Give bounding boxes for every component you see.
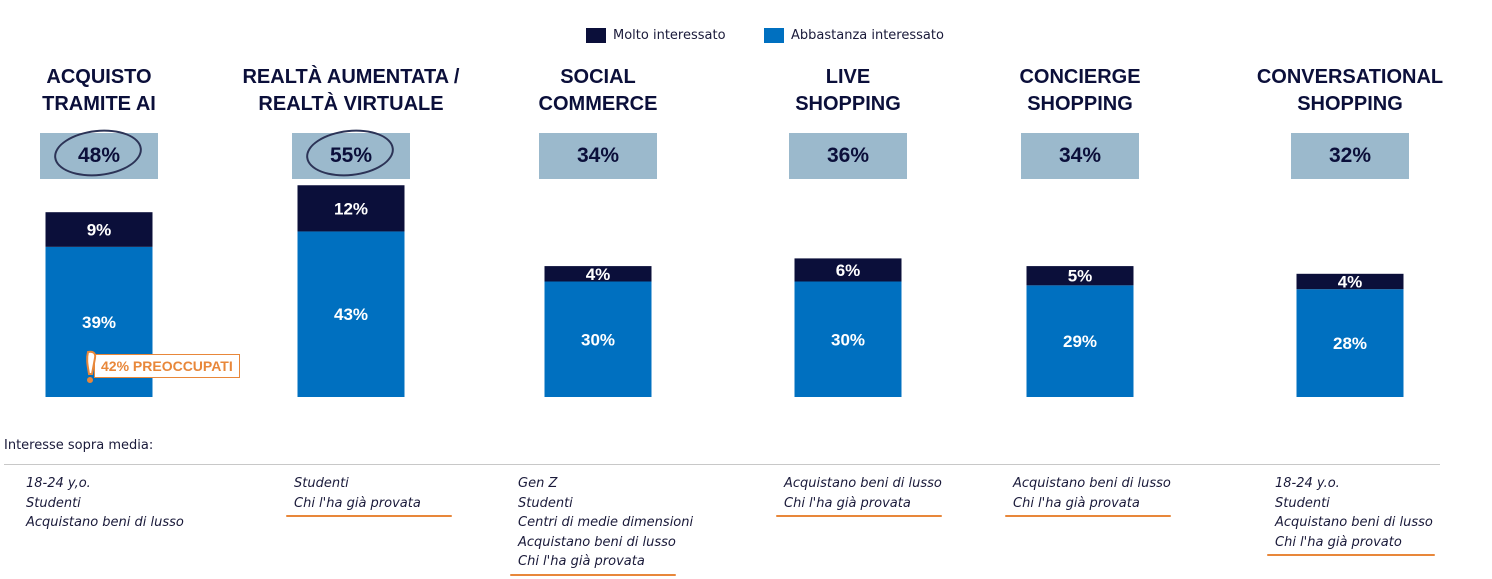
label-molto-0: 9% [87,221,112,240]
segments-title: Interesse sopra media: [4,438,154,453]
total-value: 48% [77,144,121,167]
category-title-5: CONVERSATIONAL SHOPPING [1200,64,1492,118]
segment-underline [286,515,452,517]
category-title-0: ACQUISTO TRAMITE AI [0,64,249,118]
legend-swatch-abbastanza [764,28,784,43]
label-abbastanza-2: 30% [581,330,615,349]
segment-line: Acquistano beni di lusso [1275,515,1433,530]
category-title-4: CONCIERGE SHOPPING [930,64,1230,118]
segment-underline [1005,515,1171,517]
highlight-circle [51,125,145,181]
category-title-1: REALTÀ AUMENTATA / REALTÀ VIRTUALE [201,64,501,118]
segment-line: Studenti [1275,495,1330,511]
total-box-5: 32% [1291,133,1409,179]
legend-swatch-molto [586,28,606,43]
segment-line: 18-24 y,o. [26,476,91,491]
label-abbastanza-4: 29% [1063,332,1097,351]
bar-abbastanza-5 [1296,289,1404,397]
total-box-0: 48% [40,125,158,181]
exclamation-icon [84,350,97,383]
segment-line: Acquistano beni di lusso [1013,476,1171,491]
bar-abbastanza-4 [1026,285,1134,397]
segment-column-0: 18-24 y,o. Studenti Acquistano beni di lus… [26,474,184,533]
category-title-line: SHOPPING [1297,93,1403,115]
bar-molto-3 [794,258,902,282]
category-title-line: SOCIAL [560,66,636,88]
segment-line: Chi l'ha già provata [784,495,911,511]
label-abbastanza-5: 28% [1333,334,1367,353]
label-abbastanza-0: 39% [82,313,116,332]
category-title-line: COMMERCE [538,93,658,115]
label-molto-5: 4% [1338,273,1363,292]
total-value: 34% [1058,144,1102,167]
category-title-2: SOCIAL COMMERCE [448,64,748,118]
category-title-line: LIVE [825,66,871,88]
bar-molto-2 [544,266,652,282]
bar-abbastanza-1 [297,231,405,397]
bar-abbastanza-2 [544,281,652,397]
label-abbastanza-1: 43% [334,305,368,324]
category-title-line: CONVERSATIONAL [1256,66,1444,88]
segment-line: Studenti [26,495,81,511]
category-title-line: CONCIERGE [1019,66,1141,88]
total-value: 36% [826,144,870,167]
segment-line: Chi l'ha già provata [294,495,421,511]
total-box-3: 36% [789,133,907,179]
segment-underline [1267,554,1435,556]
legend-label-molto: Molto interessato [613,28,726,43]
category-title-line: TRAMITE AI [42,93,156,115]
segment-underline [776,515,942,517]
segments-divider [4,464,1440,465]
category-title-line: REALTÀ AUMENTATA / [242,66,460,88]
segment-line: Chi l'ha già provato [1275,534,1402,550]
segment-line: Chi l'ha già provata [518,554,645,569]
category-title-line: SHOPPING [795,93,901,115]
callout-label: 42% PREOCCUPATI [94,354,240,378]
bar-molto-1 [297,185,405,232]
category-title-line: SHOPPING [1027,93,1133,115]
segment-underline [510,573,676,576]
segment-column-1: Studenti Chi l'ha già provata [294,474,421,513]
label-molto-3: 6% [836,261,861,280]
category-title-line: REALTÀ VIRTUALE [258,93,444,115]
label-abbastanza-3: 30% [831,330,865,349]
segment-line: Chi l'ha già provata [1013,495,1140,511]
legend-item-molto: Molto interessato [586,28,726,43]
segment-line: Acquistano beni di lusso [784,476,942,491]
segment-column-3: Acquistano beni di lusso Chi l'ha già pro… [784,474,942,513]
total-box-1: 55% [292,125,410,181]
segment-column-2: Gen Z Studenti Centri di medie dimensioni A… [518,474,693,572]
segment-line: Studenti [518,495,573,511]
segment-column-4: Acquistano beni di lusso Chi l'ha già pro… [1013,474,1171,513]
total-value: 32% [1328,144,1372,167]
highlight-circle [303,125,397,181]
segment-line: Centri di medie dimensioni [518,515,694,530]
label-molto-1: 12% [334,199,368,218]
segment-line: Studenti [294,476,349,491]
callout-preoccupati: 42% PREOCCUPATI [84,350,240,383]
legend-label-abbastanza: Abbastanza interessato [791,28,944,43]
segment-line: Gen Z [518,476,558,491]
total-box-2: 34% [539,133,657,179]
segment-line: Acquistano beni di lusso [26,515,184,530]
total-box-4: 34% [1021,133,1139,179]
total-value: 34% [576,144,620,167]
category-title-line: ACQUISTO [46,66,152,88]
bar-molto-0 [45,212,153,247]
segment-line: Acquistano beni di lusso [518,534,676,550]
bar-molto-4 [1026,266,1134,286]
segment-column-5: 18-24 y.o. Studenti Acquistano beni di lus… [1275,474,1433,552]
legend-item-abbastanza: Abbastanza interessato [764,28,944,43]
bar-abbastanza-3 [794,281,902,397]
label-molto-4: 5% [1068,267,1093,286]
bar-molto-5 [1296,273,1404,290]
total-value: 55% [329,144,373,167]
segment-line: 18-24 y.o. [1275,476,1340,491]
category-title-3: LIVE SHOPPING [698,64,998,118]
label-molto-2: 4% [586,265,611,284]
